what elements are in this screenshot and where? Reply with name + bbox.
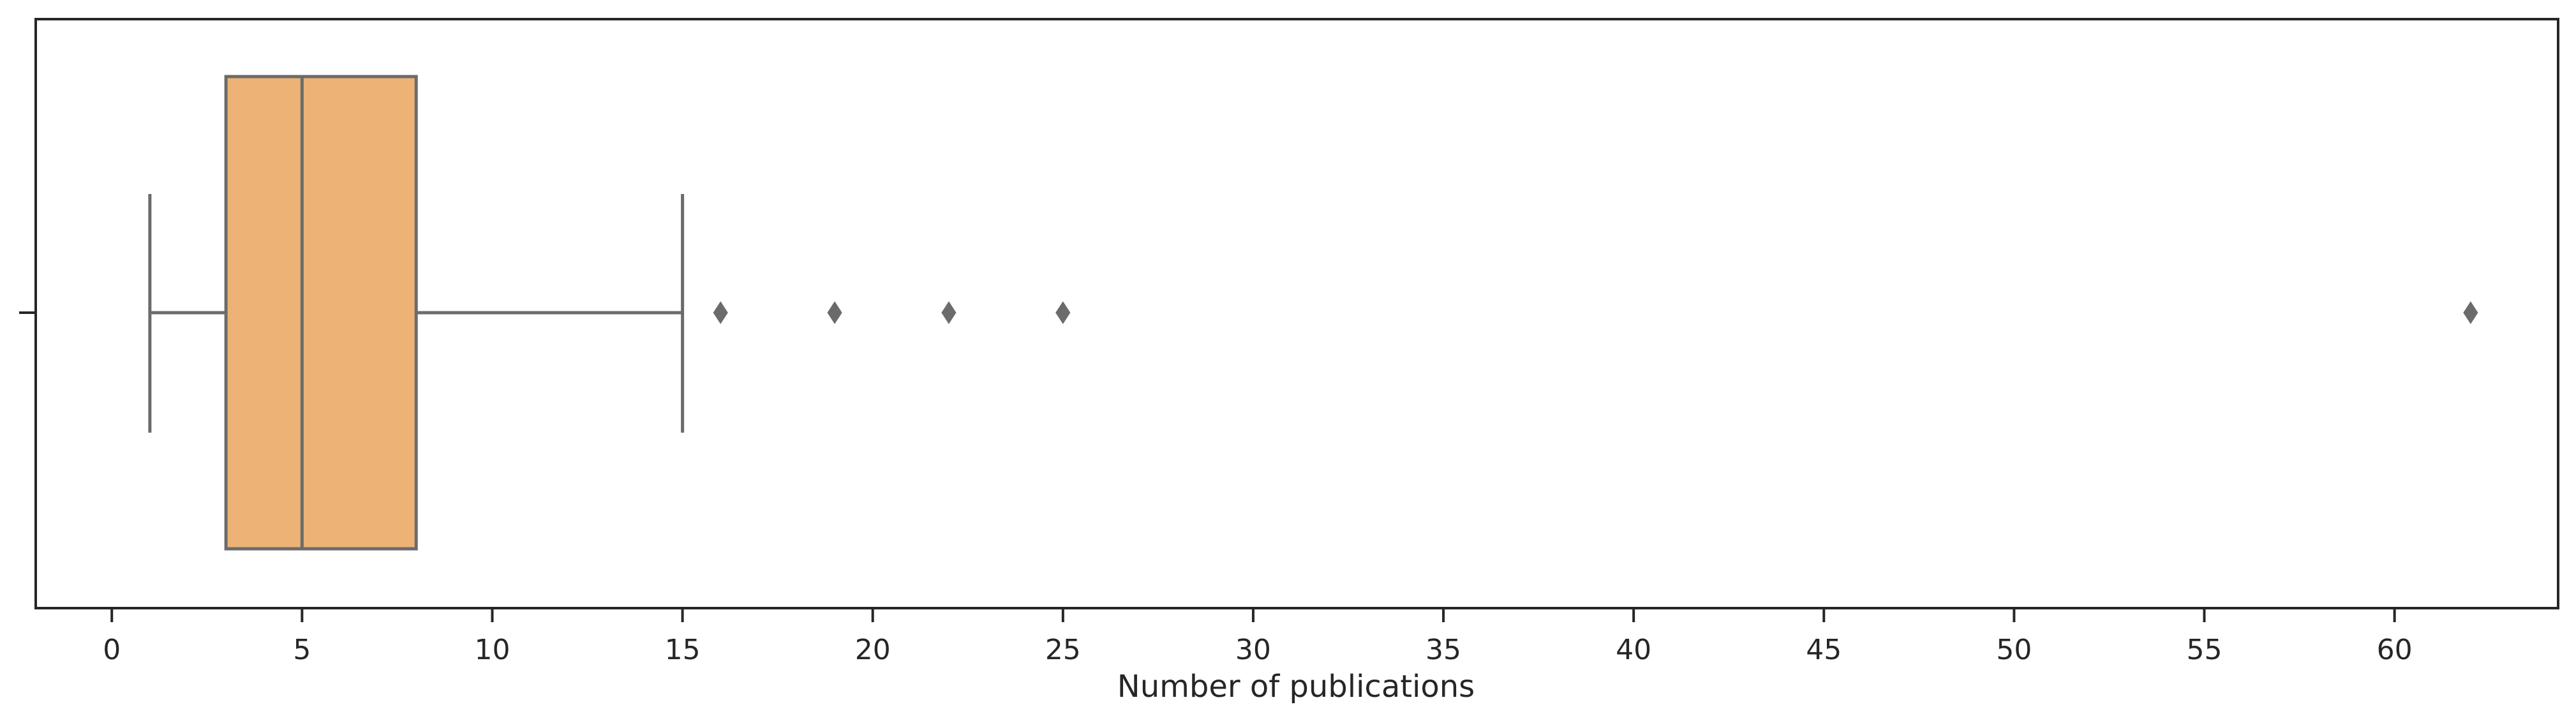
interquartile-box — [224, 75, 418, 551]
x-tick-label: 35 — [1426, 634, 1461, 666]
x-tick-label: 25 — [1045, 634, 1081, 666]
outlier-point — [713, 301, 728, 324]
x-tick-label: 55 — [2187, 634, 2222, 666]
x-axis: 0 5 10 15 20 25 30 35 40 45 50 55 60 — [103, 608, 2413, 666]
x-tick-label: 15 — [665, 634, 701, 666]
x-tick-label: 10 — [474, 634, 510, 666]
x-tick-label: 45 — [1806, 634, 1842, 666]
plot-area — [148, 75, 2478, 551]
x-tick-label: 40 — [1616, 634, 1651, 666]
outlier-point — [827, 301, 842, 324]
x-axis-label: Number of publications — [1117, 669, 1475, 704]
x-tick-label: 0 — [103, 634, 121, 666]
x-tick-label: 60 — [2377, 634, 2413, 666]
x-tick-label: 20 — [855, 634, 891, 666]
outlier-point — [941, 301, 957, 324]
outlier-point — [1055, 301, 1071, 324]
x-tick-label: 5 — [293, 634, 311, 666]
x-tick-label: 30 — [1235, 634, 1271, 666]
outlier-point — [2463, 301, 2478, 324]
x-tick-label: 50 — [1996, 634, 2032, 666]
